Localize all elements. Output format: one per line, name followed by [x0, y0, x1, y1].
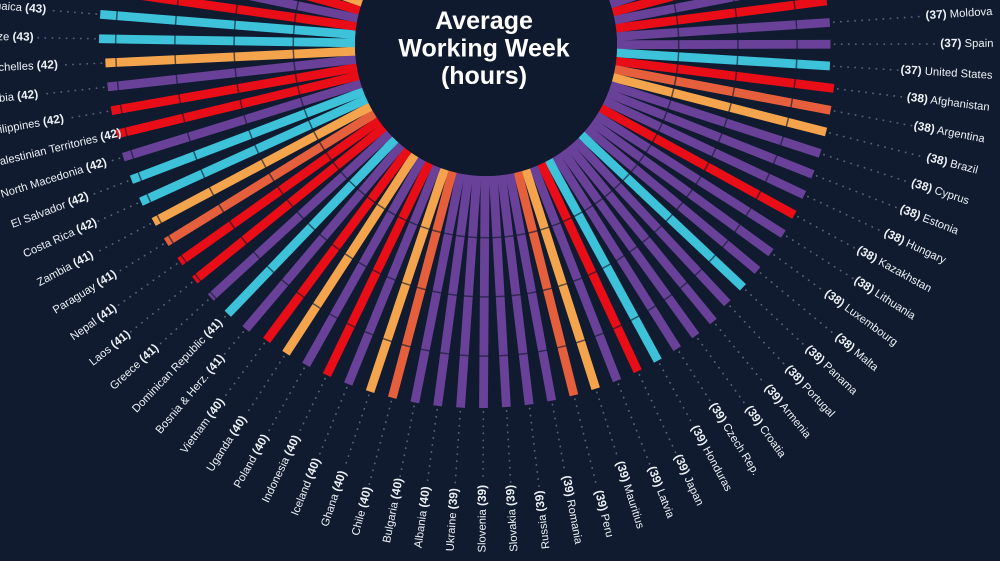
svg-text:(37) United States: (37) United States: [900, 62, 993, 82]
svg-text:(37) Spain: (37) Spain: [940, 36, 993, 50]
svg-text:Working Week: Working Week: [398, 35, 569, 63]
svg-text:(37) Moldova: (37) Moldova: [925, 4, 993, 22]
svg-text:(hours): (hours): [441, 62, 527, 90]
svg-text:Slovenia (39): Slovenia (39): [475, 485, 489, 553]
svg-text:Belize (43): Belize (43): [0, 29, 34, 44]
svg-text:Albania (40): Albania (40): [411, 485, 433, 548]
svg-text:Slovakia (39): Slovakia (39): [503, 484, 521, 552]
svg-text:Serbia (42): Serbia (42): [0, 87, 39, 107]
svg-text:Jamaica (43): Jamaica (43): [0, 0, 47, 16]
svg-text:Ukraine (39): Ukraine (39): [443, 488, 461, 552]
svg-text:Average: Average: [435, 7, 533, 35]
svg-text:Russia (39): Russia (39): [532, 490, 553, 550]
svg-text:Seychelles (42): Seychelles (42): [0, 57, 58, 75]
